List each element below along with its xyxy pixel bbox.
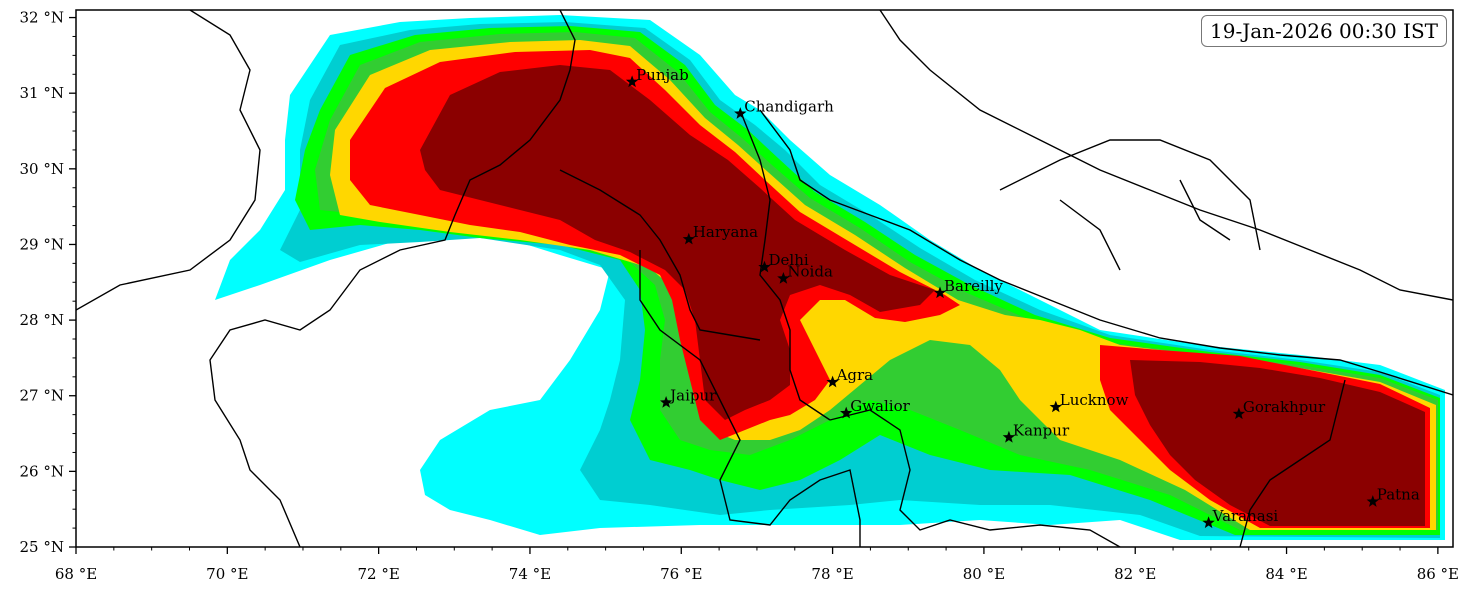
x-tick-label: 68 °E [55, 565, 97, 583]
city-label: Lucknow [1060, 391, 1129, 409]
y-tick-label: 30 °N [20, 160, 64, 178]
city-star-icon [660, 396, 673, 408]
plot-frame [75, 9, 1454, 548]
city-label: Noida [787, 263, 833, 281]
city-star-icon [734, 107, 747, 119]
boundary-lines [76, 10, 1453, 547]
x-tick-label: 82 °E [1114, 565, 1156, 583]
city-star-icon [826, 375, 839, 388]
axis-ticks [69, 16, 1439, 554]
city-star-icon [1366, 495, 1379, 507]
city-star-icon [1232, 407, 1246, 420]
city-label: Chandigarh [744, 98, 834, 116]
timestamp-box: 19-Jan-2026 00:30 IST [1201, 15, 1447, 47]
city-star-icon [1002, 430, 1016, 443]
city-label: Kanpur [1013, 421, 1070, 439]
city-label: Haryana [693, 223, 758, 241]
y-tick-label: 32 °N [20, 9, 64, 27]
x-tick-label: 74 °E [509, 565, 551, 583]
y-tick-label: 28 °N [20, 311, 64, 329]
x-tick-label: 84 °E [1265, 565, 1307, 583]
y-tick-label: 31 °N [20, 84, 64, 102]
city-label: Varanasi [1212, 507, 1279, 525]
boundary-state-up-bihar [1239, 379, 1346, 547]
city-star-icon [1049, 400, 1062, 413]
boundary-china-nepal [879, 10, 1453, 301]
x-tick-label: 70 °E [206, 565, 248, 583]
city-star-icon [758, 260, 771, 273]
city-label: Patna [1377, 486, 1420, 504]
boundary-nepal-internal [999, 139, 1261, 271]
city-label: Agra [836, 366, 874, 384]
y-tick-label: 25 °N [20, 538, 64, 556]
boundary-pakistan-afghanistan [76, 10, 261, 311]
y-tick-label: 29 °N [20, 235, 64, 253]
city-star-icon [933, 286, 947, 299]
boundary-state-punjab-haryana [559, 169, 761, 341]
city-label: Bareilly [944, 277, 1003, 295]
city-star-icon [682, 232, 695, 245]
y-axis-labels: 32 °N 31 °N 30 °N 29 °N 28 °N 27 °N 26 °N 25 °N [20, 9, 64, 556]
city-label: Jaipur [668, 387, 717, 405]
boundary-state-up-mp [829, 409, 1121, 547]
y-tick-label: 26 °N [20, 462, 64, 480]
x-tick-label: 80 °E [963, 565, 1005, 583]
boundary-state-haryana-up [739, 109, 831, 421]
city-label: Punjab [636, 66, 689, 84]
x-tick-label: 78 °E [811, 565, 853, 583]
fog-level-7 [420, 65, 1425, 526]
x-tick-label: 76 °E [660, 565, 702, 583]
y-tick-label: 27 °N [20, 387, 64, 405]
boundary-india-pakistan [209, 10, 576, 547]
x-tick-label: 72 °E [357, 565, 399, 583]
city-star-icon [625, 75, 639, 88]
fog-field [215, 15, 1445, 540]
city-label: Gwalior [850, 397, 910, 415]
x-tick-label: 86 °E [1417, 565, 1459, 583]
boundary-nepal-india [759, 109, 1453, 396]
city-star-icon [840, 406, 853, 419]
x-axis-labels: 68 °E 70 °E 72 °E 74 °E 76 °E 78 °E 80 °E 82 °E… [55, 565, 1459, 583]
city-label: Gorakhpur [1243, 398, 1326, 416]
city-star-icon [1202, 516, 1215, 529]
city-label: Delhi [769, 251, 809, 269]
boundary-state-rajasthan-mp [639, 250, 861, 547]
city-star-icon [777, 272, 790, 284]
